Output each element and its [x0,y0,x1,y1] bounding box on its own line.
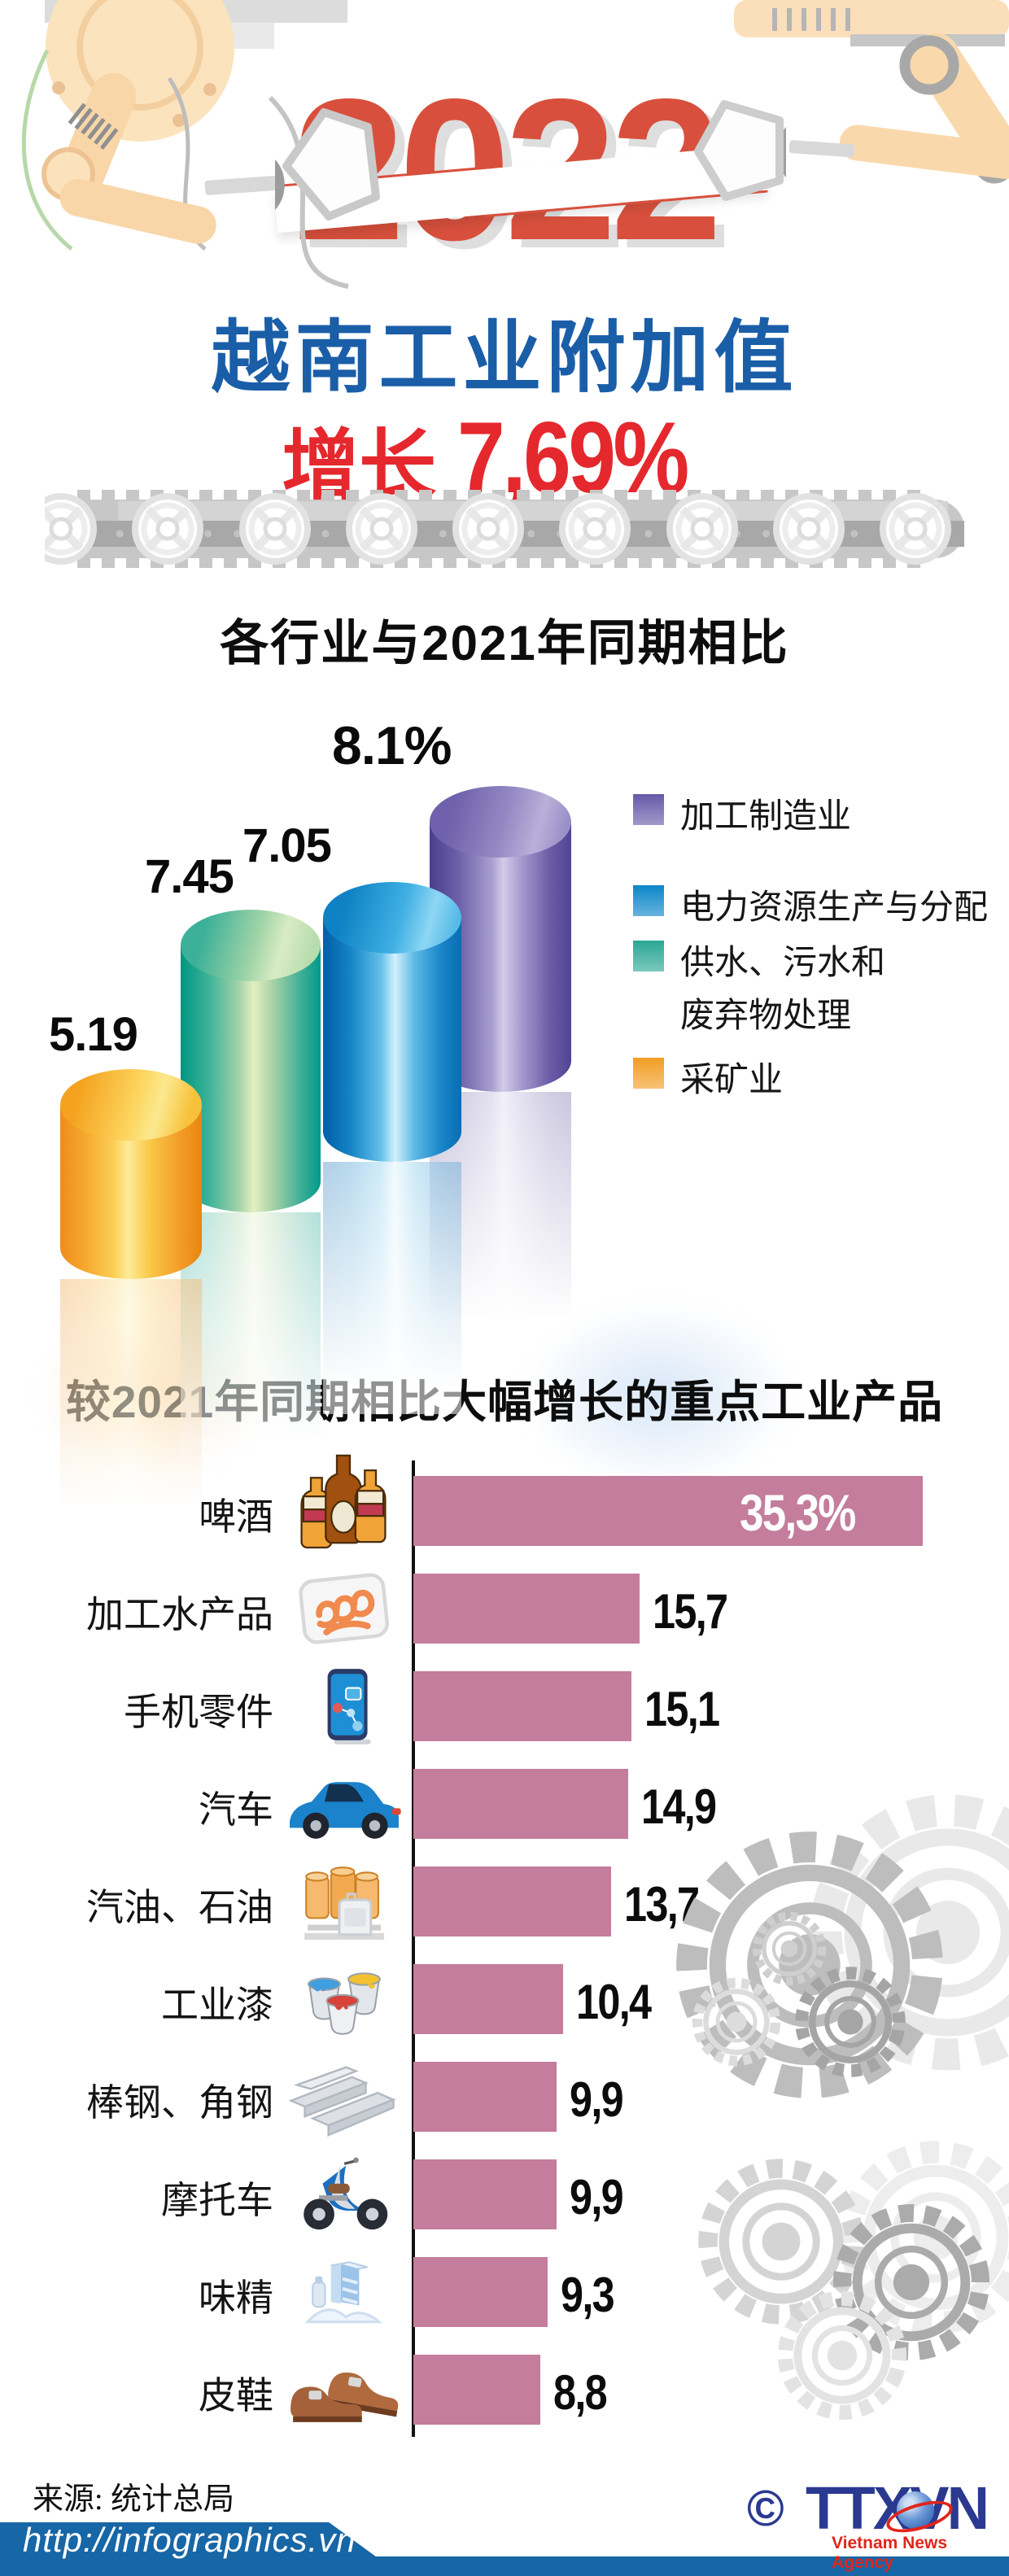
legend-label: 采矿业 [680,1062,784,1099]
globe-icon [897,2491,934,2529]
bar-row: 皮鞋 8,8 [0,2355,1009,2452]
bar [413,2355,540,2425]
bar-category-label: 加工水产品 [86,1594,273,1635]
bar-value: 10,4 [576,1975,652,2029]
robot-arm-left-icon [21,0,380,289]
bar-category-label: 汽车 [199,1789,273,1831]
bar-row: 棒钢、角钢 9,9 [0,2062,1009,2159]
legend-item-power: 电力资源生产与分配 [633,882,988,935]
bar-value: 9,9 [570,2170,624,2225]
smartphone-icon [283,1665,405,1748]
cylinder-power [323,882,461,1414]
cylinder-value-manufacturing: 8.1% [332,715,452,775]
bar-value: 8,8 [553,2365,608,2420]
bar-row: 工业漆 10,4 [0,1964,1009,2062]
legend-swatch-orange [633,1058,664,1089]
cylinder-top [181,910,321,981]
bar-chart: 啤酒 35,3% 加工水产品 15,7 手机零件 15,1 汽车 14,9 汽油、石油 13,7 工… [0,1440,1009,2449]
robot-arm-right-icon [694,0,1009,201]
legend-swatch-teal [633,941,664,971]
source-note: 来源: 统计总局 [33,2482,235,2517]
bar-row: 手机零件 15,1 [0,1669,1009,1769]
copyright-icon: © [747,2481,784,2537]
gears-icon [667,1774,1009,2457]
bar-category-label: 汽油、石油 [86,1887,273,1928]
page-title: 越南工业附加值 [211,313,798,402]
leather-shoes-icon [283,2348,405,2431]
cylinder-reflection [60,1279,202,1531]
cylinder-reflection [323,1162,461,1414]
bar-value: 9,9 [570,2072,624,2127]
bar [413,2159,557,2229]
bar [413,1964,563,2034]
bar [413,2062,557,2132]
agency-tagline: Vietnam News Agency [832,2534,948,2572]
paint-buckets-icon [283,1958,405,2041]
bar-category-label: 摩托车 [161,2180,273,2221]
cylinder-value-mining: 5.19 [49,1008,138,1061]
bar-row: 汽油、石油 13,7 [0,1867,1009,1964]
bar [413,2257,548,2327]
bar-row: 汽车 14,9 [0,1769,1009,1867]
car-icon [283,1762,405,1845]
cylinder-top [430,786,571,858]
cylinder-mining [60,1069,202,1531]
chart1-title: 各行业与2021年同期相比 [220,616,789,670]
msg-carton-icon [283,2251,405,2334]
bar [413,1671,631,1741]
bar [413,1769,628,1839]
bar-value: 15,1 [644,1682,720,1736]
oil-barrels-icon [283,1860,405,1943]
bar-value: 14,9 [641,1779,717,1834]
bar-row: 啤酒 35,3% [0,1454,1009,1574]
legend-label: 供水、污水和 废弃物处理 [680,945,886,1036]
legend-item-manufacturing: 加工制造业 [633,791,851,844]
bar [413,1574,640,1644]
legend-label: 加工制造业 [680,798,852,836]
bar-category-label: 棒钢、角钢 [86,2082,273,2124]
legend-label: 电力资源生产与分配 [680,889,989,927]
bar-category-label: 味精 [199,2277,273,2319]
packed-shrimp-icon [283,1567,405,1650]
footer-url: http://infographics.vn [23,2521,356,2559]
cylinder-water [181,910,321,1465]
bar-category-label: 啤酒 [199,1496,273,1538]
cylinder-body [181,945,321,1212]
bar-value: 15,7 [653,1584,728,1639]
bar-row: 摩托车 9,9 [0,2157,1009,2257]
bar-category-label: 皮鞋 [199,2375,273,2417]
bar-category-label: 手机零件 [124,1692,273,1733]
bar-category-label: 工业漆 [161,1984,273,2026]
cylinder-value-water: 7.45 [145,850,234,903]
moped-icon [283,2153,405,2236]
beer-bottles-icon [283,1450,405,1554]
legend-item-mining: 采矿业 [633,1054,783,1107]
legend-swatch-blue [633,885,664,916]
cylinder-body [323,918,461,1162]
footer-blue-block [0,2522,382,2561]
legend-item-water: 供水、污水和 废弃物处理 [633,937,885,1043]
cylinder-reflection [181,1212,321,1465]
bar-row: 加工水产品 15,7 [0,1573,1009,1671]
bar-value: 35,3% [740,1485,856,1542]
legend-swatch-purple [633,794,664,825]
bar-chart-axis [412,1460,415,2437]
bar-row: 味精 9,3 [0,2257,1009,2355]
bar [413,1867,611,1936]
conveyor-belt-icon [45,487,964,571]
bar [413,1476,923,1546]
cylinder-top [60,1069,202,1141]
steel-profiles-icon [283,2055,405,2138]
cylinder-top [323,882,461,954]
cylinder-value-power: 7.05 [242,819,332,872]
bar-value: 9,3 [561,2268,615,2322]
footer-blue-strip [0,2556,1009,2576]
